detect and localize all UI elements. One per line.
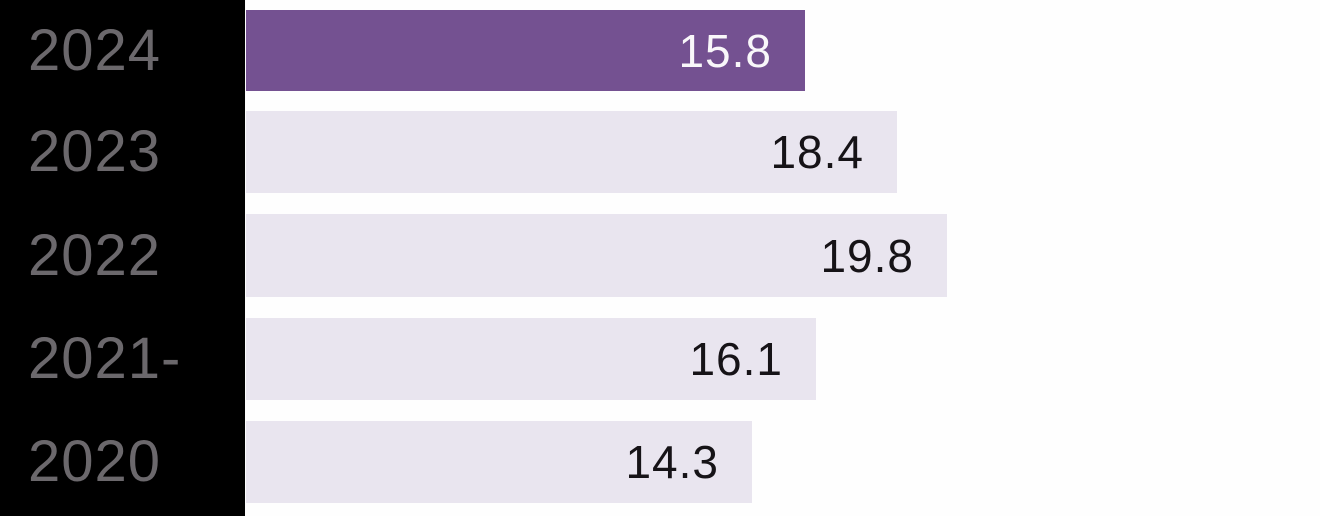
bar-row: 2020 14.3: [0, 421, 1320, 503]
bar-row: 2021- 16.1: [0, 318, 1320, 400]
year-label-2023: 2023: [28, 119, 162, 184]
bar-2020[interactable]: 14.3: [246, 421, 752, 503]
bar-2021[interactable]: 16.1: [246, 318, 816, 400]
bar-2024[interactable]: 15.8: [246, 10, 805, 91]
year-label-2024: 2024: [28, 17, 162, 83]
bar-row: 2023 18.4: [0, 111, 1320, 193]
bar-2022[interactable]: 19.8: [246, 214, 947, 297]
bar-value-label: 15.8: [678, 24, 772, 77]
bar-value-label: 19.8: [820, 229, 914, 282]
bar-value-label: 18.4: [770, 126, 864, 178]
year-axis-panel: [0, 0, 245, 516]
bar-row: 2022 19.8: [0, 214, 1320, 297]
bar-value-label: 16.1: [689, 333, 783, 385]
year-label-2021: 2021-: [28, 326, 182, 391]
bar-value-label: 14.3: [625, 436, 719, 488]
year-label-2022: 2022: [28, 222, 162, 288]
bar-2023[interactable]: 18.4: [246, 111, 897, 193]
year-label-2020: 2020: [28, 429, 162, 494]
bar-row: 2024 15.8: [0, 10, 1320, 91]
